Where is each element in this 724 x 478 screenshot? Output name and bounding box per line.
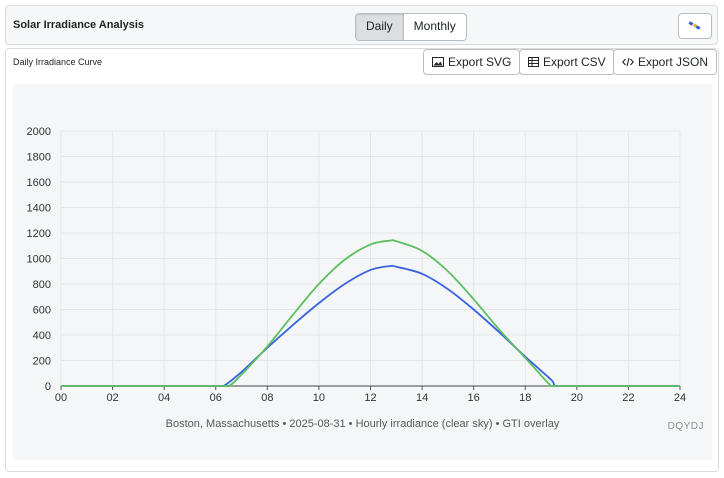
app-header: Solar Irradiance Analysis Daily Monthly <box>5 5 718 45</box>
x-tick-label: 04 <box>158 392 170 404</box>
x-tick-label: 16 <box>468 392 480 404</box>
watermark: DQYDJ <box>667 421 704 432</box>
chart-area: 0 200 400 600 800 1000 1200 1400 1600 1800 2000 00 0… <box>13 84 712 460</box>
x-tick-label: 12 <box>364 392 376 404</box>
series-line-2 <box>61 239 680 387</box>
x-tick-label: 02 <box>106 392 118 404</box>
x-tick-label: 14 <box>416 392 428 404</box>
x-tick-label: 22 <box>622 392 634 404</box>
export-svg-label: Export SVG <box>448 55 512 69</box>
irradiance-chart: 0 200 400 600 800 1000 1200 1400 1600 1800 2000 00 0… <box>27 126 687 404</box>
theme-toggle-button[interactable] <box>678 13 712 39</box>
y-tick-label: 1400 <box>27 203 51 215</box>
y-tick-label: 1800 <box>27 152 51 164</box>
x-tick-label: 00 <box>55 392 67 404</box>
chart-caption: Boston, Massachusetts • 2025-08-31 • Hou… <box>165 418 560 430</box>
panel-title: Daily Irradiance Curve <box>13 57 103 67</box>
x-tick-label: 08 <box>261 392 273 404</box>
x-tick-label: 10 <box>313 392 325 404</box>
y-tick-label: 1000 <box>27 254 51 266</box>
export-csv-label: Export CSV <box>543 55 606 69</box>
table-icon <box>528 57 539 67</box>
export-json-label: Export JSON <box>638 55 709 69</box>
export-svg-button[interactable]: Export SVG <box>423 49 521 75</box>
y-tick-label: 400 <box>33 330 51 342</box>
tab-daily[interactable]: Daily <box>356 14 403 40</box>
tab-monthly[interactable]: Monthly <box>402 14 466 40</box>
satellite-icon <box>688 21 701 30</box>
y-tick-label: 2000 <box>27 126 51 138</box>
y-tick-label: 600 <box>33 305 51 317</box>
chart-panel: Daily Irradiance Curve Export SVG Export… <box>5 48 719 472</box>
series-line-1 <box>61 264 680 387</box>
x-tick-label: 18 <box>519 392 531 404</box>
x-tick-label: 24 <box>674 392 686 404</box>
export-json-button[interactable]: Export JSON <box>613 49 718 75</box>
x-tick-label: 20 <box>571 392 583 404</box>
y-tick-label: 200 <box>33 356 51 368</box>
y-tick-label: 1200 <box>27 228 51 240</box>
x-tick-label: 06 <box>210 392 222 404</box>
image-icon <box>432 57 444 67</box>
y-tick-label: 800 <box>33 279 51 291</box>
view-toggle: Daily Monthly <box>355 13 467 41</box>
y-tick-label: 0 <box>45 381 51 393</box>
app-title: Solar Irradiance Analysis <box>13 19 145 31</box>
code-icon <box>622 57 634 67</box>
export-csv-button[interactable]: Export CSV <box>519 49 615 75</box>
y-tick-label: 1600 <box>27 177 51 189</box>
